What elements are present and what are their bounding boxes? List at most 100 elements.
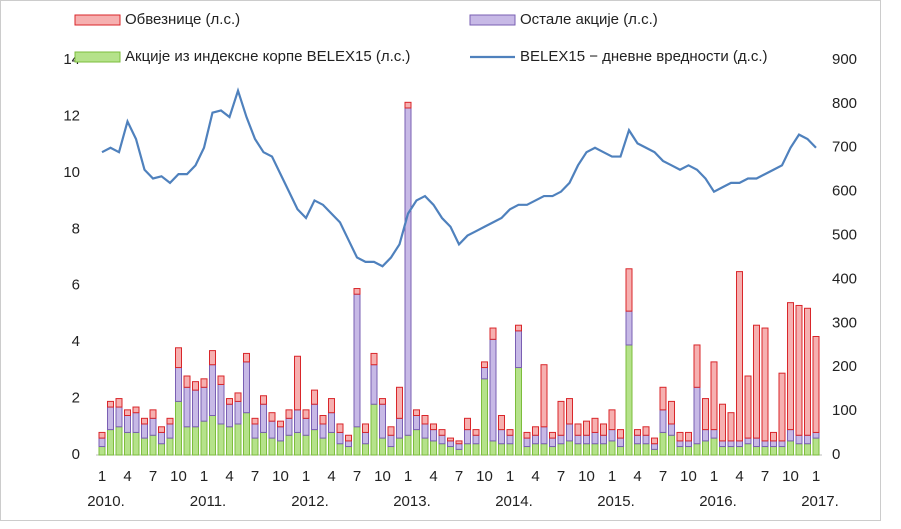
bar bbox=[226, 398, 233, 405]
y2-tick-label: 600 bbox=[832, 183, 857, 200]
bar bbox=[362, 443, 369, 456]
bar bbox=[132, 406, 140, 414]
year-label: 2017. bbox=[801, 493, 839, 510]
bar bbox=[583, 443, 590, 456]
legend-swatch bbox=[74, 51, 121, 63]
bar bbox=[294, 355, 301, 411]
bar bbox=[498, 415, 505, 431]
bar bbox=[175, 347, 182, 369]
bar bbox=[243, 412, 250, 456]
bar bbox=[591, 431, 599, 445]
bar bbox=[481, 361, 488, 369]
bar bbox=[115, 398, 123, 408]
bar bbox=[175, 400, 182, 456]
bar bbox=[175, 367, 182, 402]
bar bbox=[268, 437, 276, 456]
bar bbox=[787, 440, 794, 456]
bar bbox=[141, 423, 148, 439]
y2-tick-label: 700 bbox=[832, 139, 857, 156]
bar bbox=[234, 392, 242, 402]
bar bbox=[566, 423, 573, 442]
bar bbox=[498, 429, 505, 445]
bar bbox=[557, 434, 565, 445]
bar bbox=[209, 364, 216, 417]
bar bbox=[778, 372, 786, 442]
y2-tick-label: 400 bbox=[832, 270, 857, 287]
bar bbox=[319, 415, 327, 425]
x-tick-label: 10 bbox=[170, 468, 187, 485]
bar bbox=[693, 386, 701, 445]
year-label: 2013. bbox=[393, 493, 431, 510]
bar bbox=[149, 409, 157, 419]
bar bbox=[336, 423, 344, 433]
y-tick-label: 8 bbox=[72, 220, 80, 237]
bar bbox=[770, 431, 777, 442]
bar bbox=[217, 423, 225, 456]
bar bbox=[370, 364, 378, 405]
bar bbox=[285, 417, 293, 436]
bar bbox=[183, 375, 191, 388]
bar bbox=[515, 330, 522, 369]
bar bbox=[566, 440, 573, 456]
x-tick-label: 1 bbox=[404, 468, 412, 485]
bar bbox=[387, 446, 395, 456]
bar bbox=[617, 429, 624, 439]
y2-tick-label: 800 bbox=[832, 95, 857, 112]
bar bbox=[804, 434, 811, 445]
bar bbox=[132, 412, 140, 433]
y-tick-label: 0 bbox=[72, 446, 80, 463]
bar bbox=[158, 443, 165, 456]
bar bbox=[812, 437, 820, 456]
line bbox=[101, 87, 817, 268]
bar bbox=[455, 440, 463, 445]
bar bbox=[404, 101, 412, 109]
year-label: 2016. bbox=[699, 493, 737, 510]
bar bbox=[396, 386, 403, 419]
bar bbox=[217, 375, 225, 385]
bar bbox=[107, 400, 114, 408]
bar bbox=[226, 426, 233, 456]
bar bbox=[302, 434, 310, 456]
bar bbox=[489, 338, 497, 442]
bar bbox=[625, 344, 633, 456]
bar bbox=[515, 324, 522, 332]
bar bbox=[328, 431, 335, 456]
bar bbox=[549, 446, 556, 456]
bar bbox=[557, 443, 565, 456]
bar bbox=[379, 437, 386, 456]
bar bbox=[362, 431, 369, 445]
bar bbox=[787, 302, 794, 431]
y2-tick-label: 900 bbox=[832, 51, 857, 68]
bar bbox=[158, 426, 165, 433]
bar bbox=[523, 437, 531, 448]
bar bbox=[702, 429, 709, 442]
bar bbox=[115, 426, 123, 456]
bar bbox=[761, 327, 769, 442]
bar bbox=[421, 437, 429, 456]
bar bbox=[234, 400, 242, 425]
bar bbox=[753, 324, 760, 439]
bar bbox=[778, 440, 786, 448]
bar bbox=[277, 420, 284, 428]
bar bbox=[319, 423, 327, 439]
bar bbox=[472, 443, 480, 456]
bar bbox=[345, 434, 352, 442]
x-tick-label: 4 bbox=[633, 468, 641, 485]
bar bbox=[506, 434, 514, 445]
bar bbox=[438, 443, 446, 456]
bar bbox=[532, 434, 539, 445]
bar bbox=[676, 446, 684, 456]
x-tick-label: 1 bbox=[302, 468, 310, 485]
bar bbox=[455, 448, 463, 456]
bar bbox=[702, 398, 709, 431]
bar bbox=[506, 443, 514, 456]
bar bbox=[625, 268, 633, 312]
bar bbox=[540, 364, 548, 428]
bar bbox=[812, 336, 820, 433]
x-tick-label: 4 bbox=[327, 468, 335, 485]
bar bbox=[557, 400, 565, 436]
bar bbox=[404, 107, 412, 436]
bar bbox=[370, 352, 378, 366]
bar bbox=[719, 446, 726, 456]
